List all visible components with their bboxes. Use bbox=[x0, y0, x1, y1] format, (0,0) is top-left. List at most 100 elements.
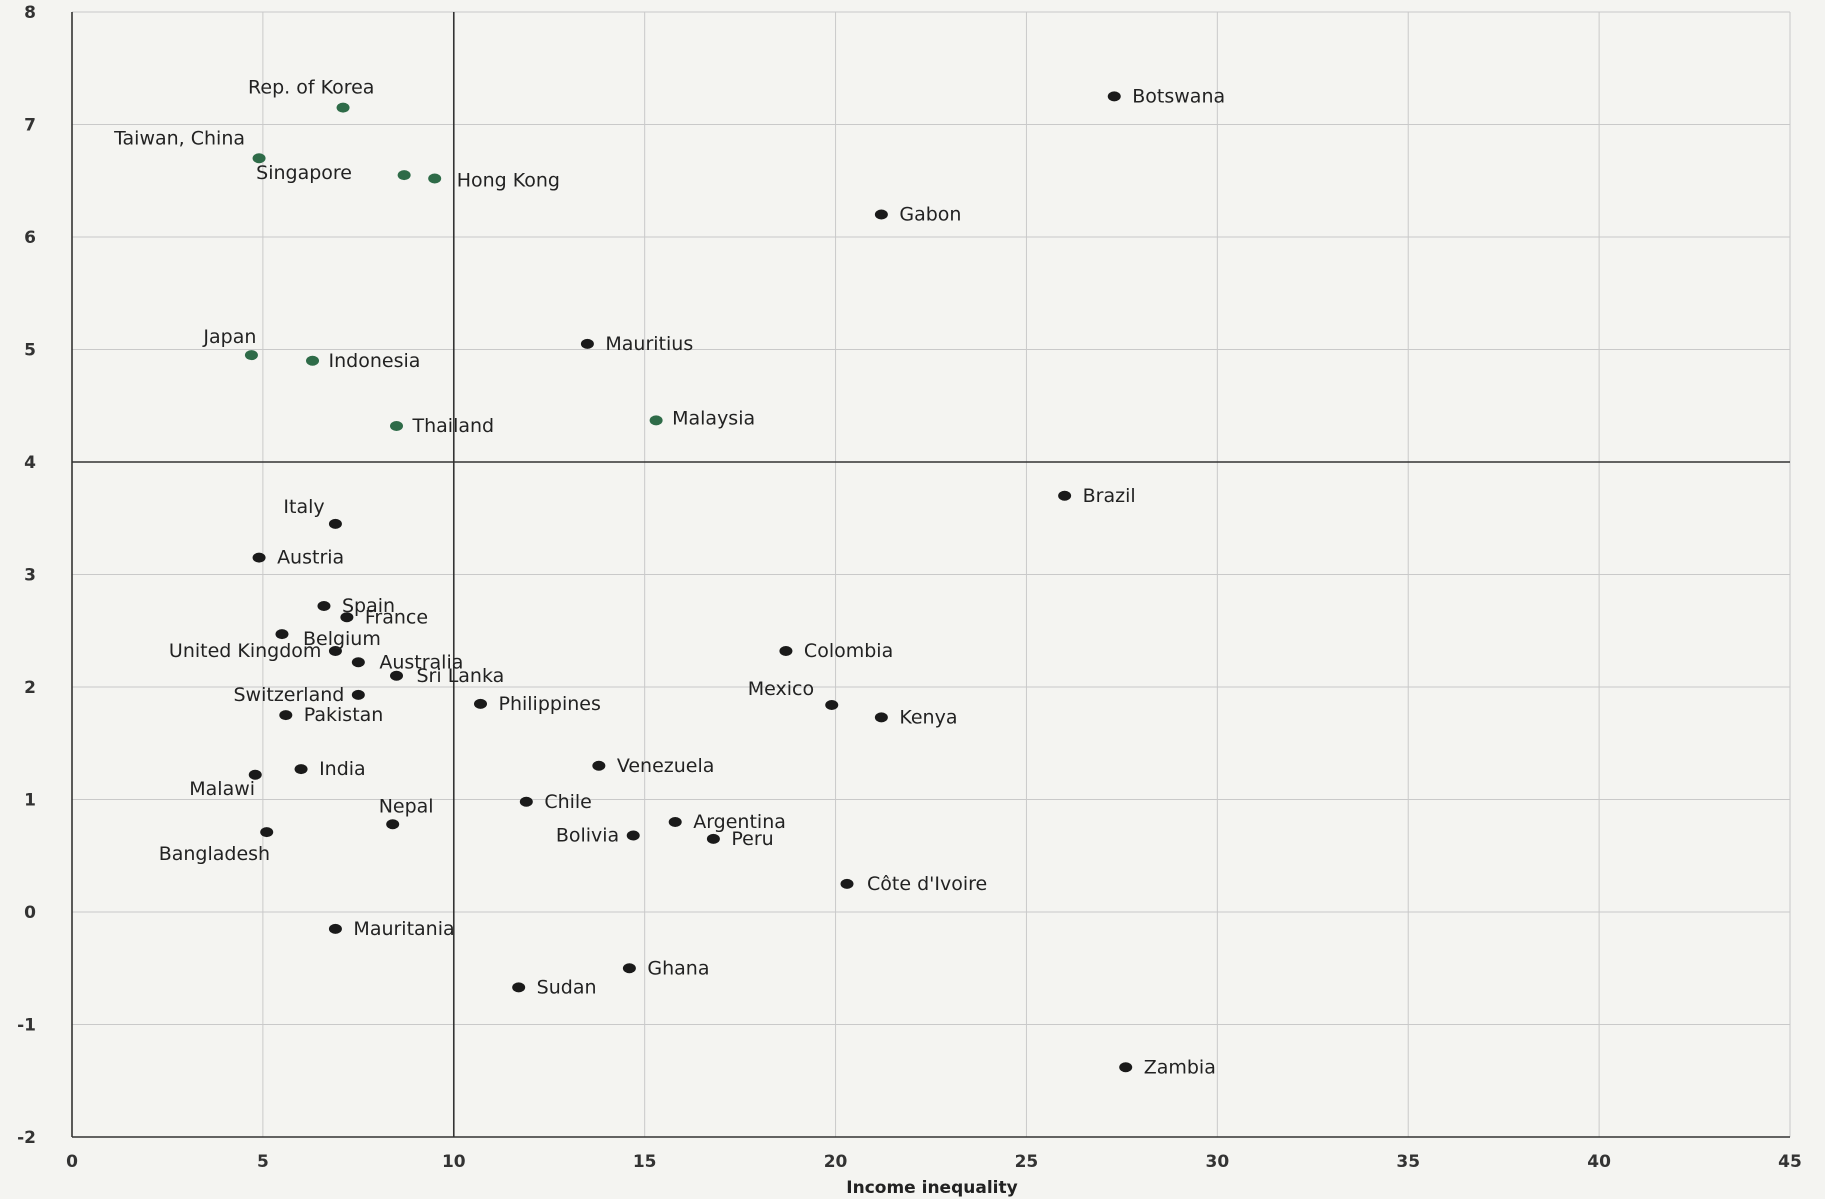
x-tick-label: 20 bbox=[824, 1152, 848, 1172]
data-point bbox=[779, 646, 793, 656]
data-point bbox=[351, 689, 365, 700]
point-label: Bangladesh bbox=[159, 843, 270, 865]
data-point bbox=[328, 923, 342, 934]
point-label: Malaysia bbox=[672, 407, 755, 429]
x-tick-label: 10 bbox=[442, 1152, 466, 1172]
point-label: Malawi bbox=[189, 778, 255, 800]
data-point bbox=[306, 355, 320, 366]
x-axis-title: Income inequality bbox=[846, 1178, 1017, 1198]
point-label: Sri Lanka bbox=[417, 665, 505, 687]
axes bbox=[71, 12, 1790, 1138]
y-tick-label: 4 bbox=[24, 453, 36, 473]
x-tick-label: 35 bbox=[1396, 1152, 1420, 1172]
data-point bbox=[706, 833, 720, 844]
x-tick-label: 0 bbox=[66, 1152, 78, 1172]
x-tick-label: 30 bbox=[1205, 1152, 1229, 1172]
y-tick-label: 7 bbox=[24, 116, 36, 136]
point-label: Peru bbox=[731, 828, 773, 850]
data-point bbox=[340, 612, 354, 623]
point-label: Mexico bbox=[748, 678, 814, 700]
point-label: Switzerland bbox=[234, 684, 345, 706]
data-point bbox=[279, 710, 293, 721]
point-label: Hong Kong bbox=[457, 170, 560, 192]
y-tick-label: 6 bbox=[24, 228, 36, 248]
data-point bbox=[390, 421, 404, 431]
point-label: Thailand bbox=[412, 415, 495, 437]
point-label: Venezuela bbox=[617, 755, 715, 777]
point-label: Bolivia bbox=[556, 825, 619, 847]
y-tick-label: 0 bbox=[24, 903, 36, 923]
data-point bbox=[1107, 91, 1121, 102]
point-label: Côte d'Ivoire bbox=[867, 873, 987, 895]
data-point bbox=[328, 646, 342, 656]
point-label: Mauritania bbox=[353, 918, 454, 940]
point-label: United Kingdom bbox=[169, 640, 322, 662]
data-point bbox=[317, 601, 331, 611]
point-label: Mauritius bbox=[605, 333, 693, 355]
x-tick-label: 5 bbox=[257, 1152, 269, 1172]
point-label: Austria bbox=[277, 547, 344, 569]
data-point bbox=[825, 700, 839, 710]
data-point bbox=[512, 982, 526, 993]
point-label: Australia bbox=[379, 651, 463, 673]
x-tick-label: 40 bbox=[1587, 1152, 1611, 1172]
point-labels: Rep. of Korea Taiwan, China Singapore Hong … bbox=[113, 77, 1225, 1079]
y-tick-label: 2 bbox=[24, 678, 36, 698]
data-point bbox=[260, 827, 274, 838]
data-point bbox=[519, 796, 533, 807]
data-point bbox=[668, 817, 682, 827]
data-point bbox=[294, 764, 308, 775]
point-label: Indonesia bbox=[329, 350, 421, 372]
data-point bbox=[336, 102, 350, 113]
point-label: Italy bbox=[283, 496, 324, 518]
data-point bbox=[874, 209, 888, 220]
y-tick-label: -2 bbox=[17, 1128, 36, 1148]
point-label: Colombia bbox=[804, 640, 893, 662]
reference-lines bbox=[72, 12, 1790, 1137]
point-label: Chile bbox=[544, 791, 592, 813]
point-label: France bbox=[365, 606, 428, 628]
y-tick-label: -1 bbox=[17, 1016, 36, 1036]
point-label: Philippines bbox=[499, 693, 601, 715]
data-point bbox=[397, 170, 411, 181]
point-label: Singapore bbox=[256, 162, 352, 184]
data-point bbox=[252, 552, 266, 563]
point-label: Taiwan, China bbox=[113, 127, 245, 149]
point-label: Zambia bbox=[1144, 1056, 1216, 1078]
data-point bbox=[1119, 1062, 1133, 1073]
y-tick-label: 5 bbox=[24, 341, 36, 361]
data-point bbox=[580, 338, 594, 349]
y-tick-label: 3 bbox=[24, 566, 36, 586]
data-point bbox=[351, 657, 365, 668]
point-label: Rep. of Korea bbox=[248, 77, 374, 99]
point-label: Argentina bbox=[693, 811, 786, 833]
data-point bbox=[592, 760, 606, 771]
data-point bbox=[840, 878, 854, 889]
point-label: Gabon bbox=[899, 204, 961, 226]
point-label: India bbox=[319, 758, 366, 780]
data-point bbox=[244, 350, 258, 361]
x-tick-label: 25 bbox=[1015, 1152, 1039, 1172]
y-tick-label: 1 bbox=[24, 791, 36, 811]
point-label: Spain bbox=[342, 595, 395, 617]
point-label: Sudan bbox=[537, 976, 597, 998]
data-point bbox=[275, 629, 289, 640]
data-point bbox=[626, 830, 640, 841]
x-tick-label: 15 bbox=[633, 1152, 657, 1172]
point-label: Ghana bbox=[647, 957, 709, 979]
point-label: Pakistan bbox=[304, 704, 384, 726]
point-label: Botswana bbox=[1132, 85, 1225, 107]
x-tick-label: 45 bbox=[1778, 1152, 1802, 1172]
point-label: Nepal bbox=[379, 795, 434, 817]
point-label: Belgium bbox=[303, 628, 381, 650]
data-point bbox=[474, 698, 488, 709]
data-point bbox=[649, 415, 663, 426]
data-point bbox=[428, 173, 442, 184]
point-label: Japan bbox=[202, 326, 256, 348]
data-points bbox=[244, 91, 1133, 1073]
point-label: Brazil bbox=[1083, 485, 1136, 507]
point-label: Kenya bbox=[899, 706, 957, 728]
